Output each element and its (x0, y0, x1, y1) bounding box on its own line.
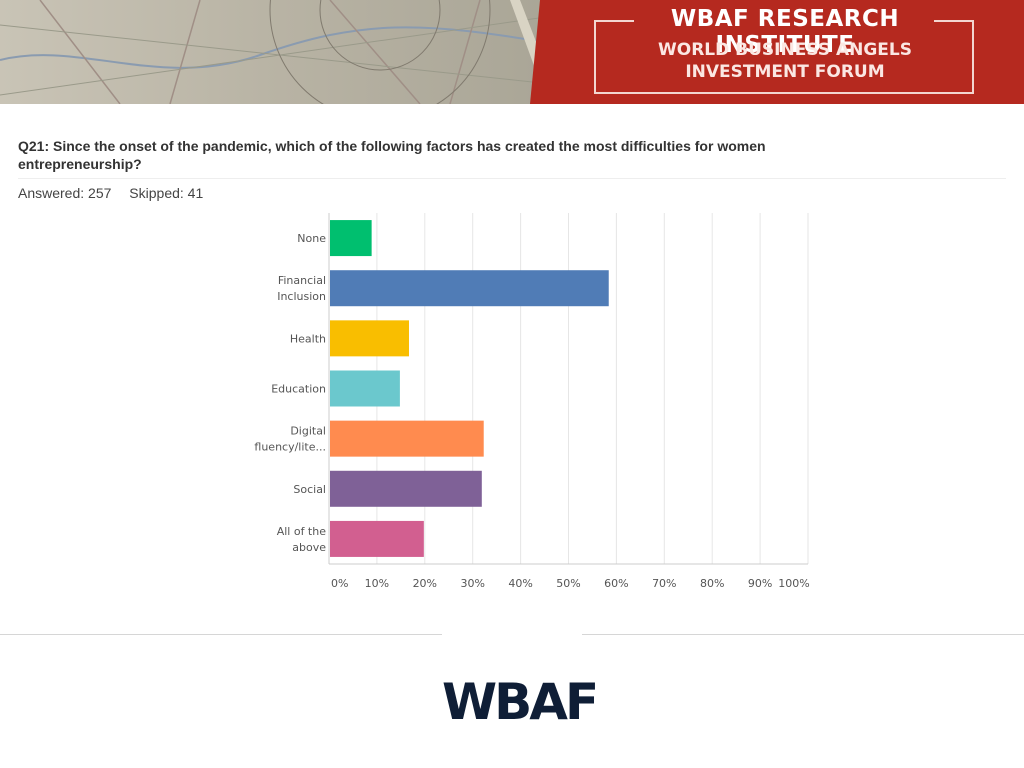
question-title: Q21: Since the onset of the pandemic, wh… (18, 138, 766, 172)
response-stats: Answered: 257 Skipped: 41 (18, 185, 217, 201)
x-tick-label: 0% (331, 577, 348, 590)
brand-frame (594, 20, 974, 94)
bar (330, 370, 400, 407)
x-tick-label: 50% (556, 577, 580, 590)
x-tick-label: 80% (700, 577, 724, 590)
x-tick-label: 30% (460, 577, 484, 590)
map-background (0, 0, 1024, 104)
category-label: above (292, 541, 326, 554)
footer-divider-left (0, 634, 442, 635)
category-label: Financial (278, 274, 326, 287)
brand-frame-left (594, 20, 634, 22)
bar (330, 520, 424, 557)
x-tick-label: 10% (365, 577, 389, 590)
category-label: Education (271, 383, 326, 396)
category-label: Digital (290, 425, 326, 438)
x-tick-label: 40% (508, 577, 532, 590)
category-label: Social (293, 483, 326, 496)
footer-divider-right (582, 634, 1024, 635)
category-label: Inclusion (277, 290, 326, 303)
category-label: fluency/lite... (254, 441, 326, 454)
x-tick-label: 60% (604, 577, 628, 590)
bar (330, 420, 484, 457)
x-tick-label: 70% (652, 577, 676, 590)
bar (330, 470, 482, 507)
x-tick-label: 100% (778, 577, 809, 590)
bar (330, 320, 409, 357)
x-tick-label: 90% (748, 577, 772, 590)
x-tick-label: 20% (413, 577, 437, 590)
question-divider (18, 178, 1006, 179)
header-banner: WBAF RESEARCH INSTITUTE WORLD BUSINESS A… (0, 0, 1024, 104)
skipped-count: Skipped: 41 (129, 185, 204, 201)
answered-count: Answered: 257 (18, 185, 112, 201)
category-label: Health (290, 332, 326, 345)
wbaf-logo: WBAF (442, 673, 599, 731)
category-label: None (297, 232, 326, 245)
brand-frame-right (934, 20, 974, 22)
bar (330, 270, 609, 307)
category-label: All of the (277, 525, 327, 538)
brand-title: WBAF RESEARCH INSTITUTE (670, 6, 900, 58)
brand-subtitle-2: INVESTMENT FORUM (685, 62, 885, 82)
brand-subtitle-1: WORLD BUSINESS ANGELS (658, 40, 912, 60)
bar (330, 220, 372, 257)
